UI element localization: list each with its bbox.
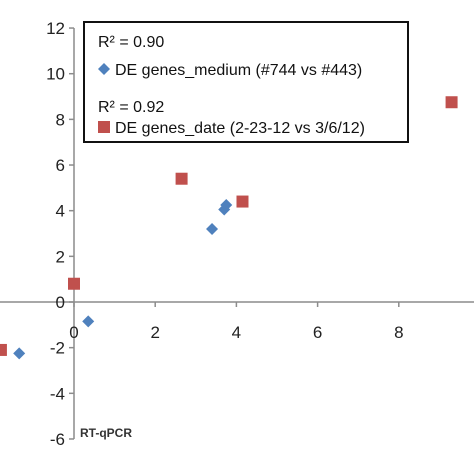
legend-r2-medium: R² = 0.90 [98, 34, 164, 51]
data-point-date [445, 96, 458, 109]
x-tick-label: 6 [313, 323, 322, 342]
y-tick-label: 8 [56, 110, 65, 129]
data-point-medium [206, 222, 219, 235]
y-tick-label: -2 [50, 339, 65, 358]
x-axis-tick-labels: 2024681 [69, 323, 403, 342]
y-axis-tick-labels: 12 10 8 6 4 2 0 -2 -4 -6 [46, 19, 65, 449]
legend: R² = 0.90 DE genes_medium (#744 vs #443)… [83, 21, 409, 143]
y-tick-label: 0 [56, 293, 65, 312]
data-point-medium [82, 315, 95, 328]
legend-square-icon [98, 121, 110, 133]
data-points [0, 96, 458, 360]
x-tick-label: 8 [394, 323, 403, 342]
y-tick-label: 12 [46, 19, 65, 38]
x-tick-label: 0 [69, 323, 78, 342]
y-tick-label: 2 [56, 247, 65, 266]
y-tick-label: -6 [50, 430, 65, 449]
data-point-medium [13, 347, 26, 360]
legend-marker-date [98, 121, 110, 133]
legend-marker-medium [98, 63, 110, 75]
data-point-medium [220, 198, 233, 211]
legend-diamond-icon [98, 63, 110, 75]
x-tick-label: 4 [232, 323, 241, 342]
legend-label-date: DE genes_date (2-23-12 vs 3/6/12) [115, 120, 365, 137]
y-tick-label: -4 [50, 384, 65, 403]
legend-label-medium: DE genes_medium (#744 vs #443) [115, 62, 362, 79]
y-axis-ticks [69, 27, 74, 440]
data-point-date [0, 343, 7, 356]
x-tick-label: 2 [150, 323, 159, 342]
legend-box [83, 21, 409, 143]
y-tick-label: 4 [56, 202, 65, 221]
y-tick-label: 6 [56, 156, 65, 175]
y-tick-label: 10 [46, 65, 65, 84]
data-point-date [68, 277, 80, 290]
x-axis-ticks [73, 302, 400, 307]
data-point-date [175, 172, 188, 185]
data-point-date [236, 195, 249, 208]
legend-r2-date: R² = 0.92 [98, 99, 164, 116]
x-axis-title: RT-qPCR [80, 426, 132, 440]
